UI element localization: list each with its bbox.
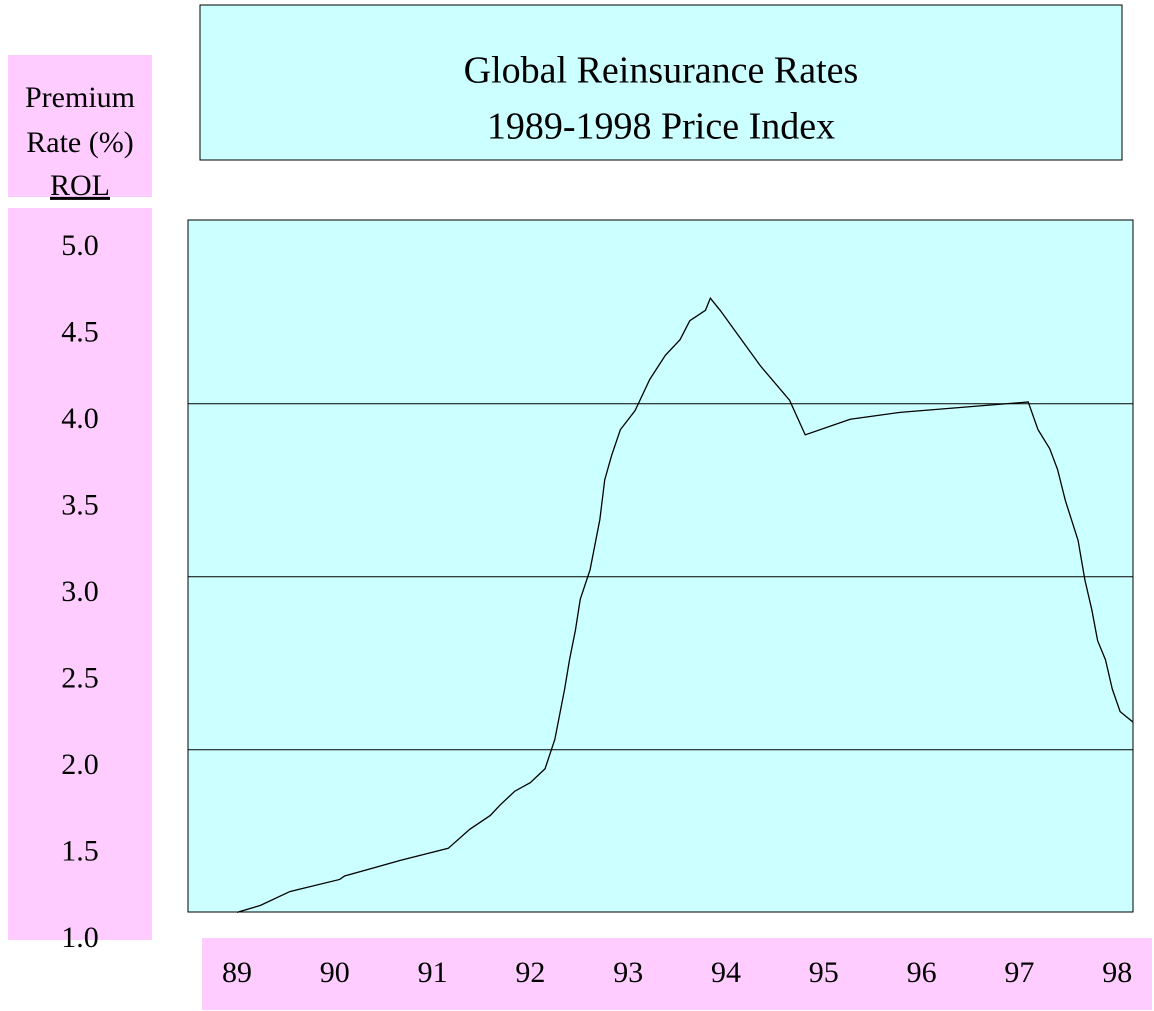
x-tick-label: 95	[809, 956, 839, 989]
x-tick-label: 91	[418, 956, 448, 989]
chart-subtitle: 1989-1998 Price Index	[487, 106, 835, 148]
y-tick-label: 5.0	[61, 229, 99, 262]
x-tick-label: 93	[613, 956, 643, 989]
plot-area	[187, 219, 1134, 913]
y-axis-label: Rate (%)	[26, 126, 133, 159]
y-tick-label: 4.0	[61, 402, 99, 435]
x-tick-label: 92	[515, 956, 545, 989]
x-tick-label: 90	[320, 956, 350, 989]
x-tick-label: 89	[222, 956, 252, 989]
y-axis-label: ROL	[50, 169, 110, 202]
y-tick-label: 4.5	[61, 315, 99, 348]
x-tick-label: 94	[711, 956, 741, 989]
x-tick-label: 96	[907, 956, 937, 989]
y-tick-box	[8, 208, 152, 940]
y-axis-label: Premium	[25, 81, 135, 114]
y-tick-label: 1.0	[61, 921, 99, 954]
chart-title: Global Reinsurance Rates	[464, 50, 859, 92]
line	[236, 296, 1134, 913]
y-tick-label: 3.0	[61, 575, 99, 608]
y-tick-label: 2.0	[61, 748, 99, 781]
y-tick-label: 3.5	[61, 488, 99, 521]
x-tick-box	[202, 938, 1152, 1010]
x-tick-label: 98	[1102, 956, 1132, 989]
y-tick-label: 1.5	[61, 834, 99, 867]
y-tick-label: 2.5	[61, 661, 99, 694]
title-box	[199, 4, 1123, 161]
x-tick-label: 97	[1004, 956, 1034, 989]
y-label-box	[8, 55, 152, 197]
